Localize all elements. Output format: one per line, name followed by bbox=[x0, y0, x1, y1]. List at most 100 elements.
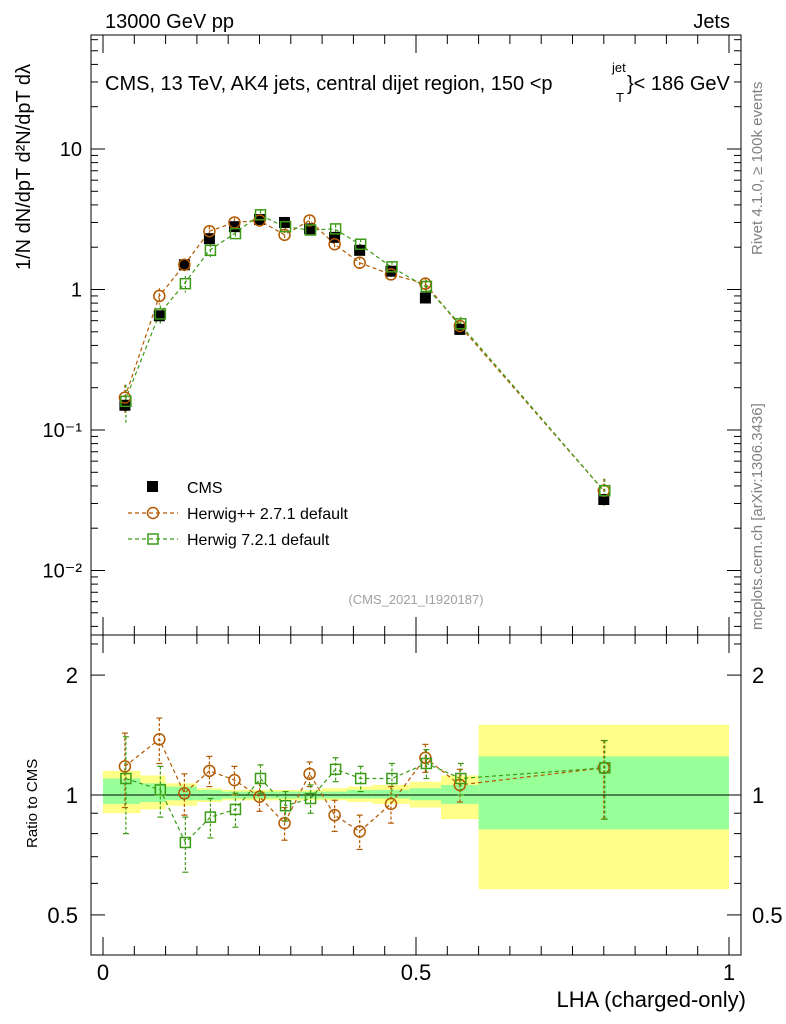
ratio-y-axis-label: Ratio to CMS bbox=[24, 759, 41, 848]
ratio-herwigpp-point bbox=[253, 790, 266, 803]
ratio-herwigpp-point bbox=[328, 808, 341, 822]
herwigpp-point bbox=[303, 214, 316, 227]
cms-data-point bbox=[153, 310, 165, 322]
ratio-herwig7-point bbox=[254, 772, 267, 785]
herwig7-point bbox=[179, 277, 192, 290]
ratio-herwig7-point bbox=[229, 803, 242, 816]
cms-data-point bbox=[304, 223, 316, 235]
plot-title-sub: T bbox=[616, 90, 624, 105]
herwig7-point bbox=[254, 209, 267, 221]
ratio-herwig7-point bbox=[599, 762, 611, 774]
ratio-herwig7-point bbox=[204, 811, 217, 823]
ratio-herwig7-point bbox=[304, 792, 317, 805]
plot-title-end: }< 186 GeV bbox=[627, 73, 731, 95]
ratio-herwigpp-point bbox=[203, 764, 216, 778]
cms-data-point bbox=[354, 244, 366, 256]
main-y-axis-label: 1/N dN/dpT d²N/dpT dλ bbox=[13, 64, 35, 270]
main-y-label-text: 1/N dN/dpT d²N/dpT dλ bbox=[13, 64, 35, 270]
ratio-plot-data bbox=[118, 717, 611, 873]
herwigpp-point bbox=[353, 256, 366, 270]
cms-data-point bbox=[419, 292, 431, 304]
herwig7-point bbox=[354, 238, 367, 250]
herwigpp-point bbox=[203, 224, 216, 238]
side-label-rivet: Rivet 4.1.0, ≥ 100k events bbox=[749, 82, 766, 255]
herwig7-point bbox=[204, 244, 217, 257]
ratio-herwigpp-point bbox=[118, 760, 132, 773]
herwigpp-point bbox=[278, 228, 291, 242]
legend: CMS Herwig++ 2.7.1 default Herwig 7.2.1 … bbox=[128, 480, 349, 549]
ratio-y-tick-label-left: 2 bbox=[66, 663, 78, 688]
ratio-herwigpp-point bbox=[228, 773, 241, 787]
herwigpp-point bbox=[384, 268, 398, 281]
herwig7-point bbox=[455, 318, 467, 330]
cms-data-point bbox=[203, 233, 215, 245]
ratio-herwig7-point bbox=[154, 784, 167, 796]
legend-herwig7-label: Herwig 7.2.1 default bbox=[187, 532, 330, 549]
ratio-herwig7-point bbox=[120, 772, 132, 785]
cms-data-point bbox=[228, 221, 240, 233]
x-tick-label: 0.5 bbox=[401, 960, 432, 985]
herwig7-point bbox=[154, 308, 167, 320]
ratio-axis-ticks: 0.5 0.5 1 1 2 2 0 0.5 1 bbox=[47, 635, 783, 985]
ratio-herwig7-point bbox=[279, 799, 292, 812]
cms-data-point bbox=[178, 259, 190, 271]
header-right: Jets bbox=[693, 11, 730, 33]
legend-cms-label: CMS bbox=[187, 480, 223, 497]
plot-title-sup: jet bbox=[611, 60, 626, 75]
herwig7-point bbox=[304, 224, 317, 236]
herwig7-point bbox=[386, 261, 398, 273]
plot-title: CMS, 13 TeV, AK4 jets, central dijet reg… bbox=[105, 73, 553, 95]
ratio-y-tick-label-right: 0.5 bbox=[752, 903, 783, 928]
y-tick-label: 10⁻² bbox=[43, 561, 83, 583]
series-line-herwig7 bbox=[124, 214, 605, 492]
ratio-y-tick-label-right: 1 bbox=[752, 783, 764, 808]
herwigpp-point bbox=[328, 237, 341, 251]
herwig7-point bbox=[120, 395, 132, 408]
x-tick-label: 0 bbox=[97, 960, 109, 985]
legend-herwig7-marker bbox=[147, 533, 159, 545]
ratio-herwigpp-point bbox=[178, 787, 191, 800]
x-tick-label: 1 bbox=[723, 960, 735, 985]
y-tick-label: 10⁻¹ bbox=[43, 420, 83, 442]
ratio-uncertainty-bands bbox=[103, 724, 729, 890]
side-label-mcplots: mcplots.cern.ch [arXiv:1306.3436] bbox=[749, 403, 766, 630]
ratio-y-tick-label-left: 0.5 bbox=[47, 903, 78, 928]
ratio-herwigpp-point bbox=[278, 816, 291, 830]
ratio-herwig7-point bbox=[386, 772, 398, 785]
herwig7-point bbox=[599, 484, 611, 497]
ratio-herwig7-point bbox=[420, 757, 433, 770]
legend-cms-marker bbox=[147, 481, 158, 492]
legend-herwigpp-marker bbox=[146, 506, 160, 520]
ratio-y-tick-label-right: 2 bbox=[752, 663, 764, 688]
herwig7-point bbox=[329, 223, 342, 235]
x-axis-label: LHA (charged-only) bbox=[556, 987, 746, 1012]
main-axis-ticks: 10⁻² 10⁻¹ 1 10 bbox=[43, 35, 741, 645]
herwig7-point bbox=[420, 280, 433, 293]
main-plot-data bbox=[118, 209, 611, 506]
ratio-herwigpp-point bbox=[453, 778, 467, 792]
herwig7-point bbox=[229, 227, 242, 240]
cms-data-point bbox=[329, 231, 341, 243]
ratio-herwigpp-point bbox=[303, 767, 316, 781]
band-inner-0 bbox=[103, 778, 141, 804]
y-tick-label: 10 bbox=[60, 139, 82, 161]
legend-herwigpp-label: Herwig++ 2.7.1 default bbox=[187, 506, 349, 523]
ratio-herwig7-point bbox=[354, 772, 367, 785]
herwig7-point bbox=[279, 220, 292, 233]
band-inner-11 bbox=[409, 788, 442, 801]
ratio-herwig7-point bbox=[329, 763, 342, 776]
ratio-herwig7-point bbox=[455, 772, 467, 785]
herwigpp-point bbox=[153, 289, 166, 303]
ratio-herwigpp-point bbox=[353, 825, 366, 838]
header-left: 13000 GeV pp bbox=[105, 11, 234, 33]
ratio-herwigpp-point bbox=[384, 797, 398, 811]
analysis-watermark: (CMS_2021_I1920187) bbox=[348, 592, 483, 607]
band-inner-1 bbox=[140, 783, 166, 803]
cms-data-point bbox=[279, 216, 291, 228]
ratio-y-tick-label-left: 1 bbox=[66, 783, 78, 808]
ratio-herwig7-point bbox=[179, 836, 192, 849]
herwigpp-point bbox=[178, 258, 191, 272]
ratio-herwigpp-point bbox=[153, 733, 166, 746]
cms-data-point bbox=[598, 494, 610, 506]
